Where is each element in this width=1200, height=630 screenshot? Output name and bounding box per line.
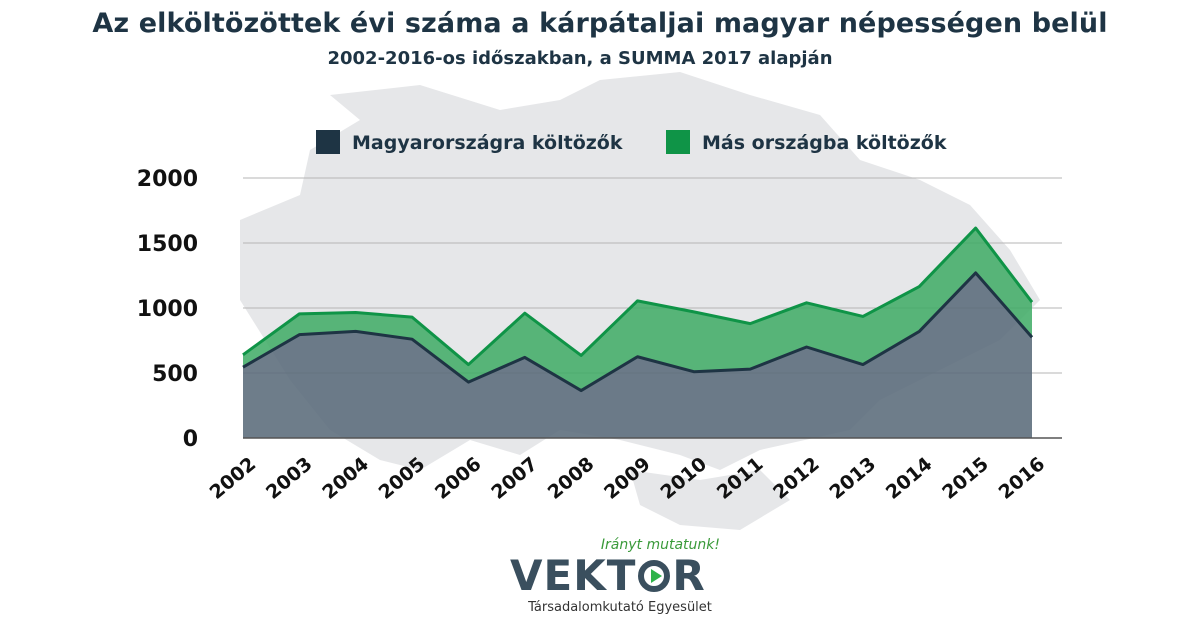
chart-title: Az elköltözöttek évi száma a kárpátaljai… (92, 8, 1108, 39)
y-tick-label: 2000 (137, 167, 198, 192)
x-tick-label: 2003 (262, 453, 317, 504)
logo-organization: Társadalomkutató Egyesület (528, 600, 712, 615)
x-tick-label: 2002 (206, 453, 261, 504)
legend-label-1: Magyarországra költözők (352, 132, 623, 154)
x-tick-label: 2007 (487, 453, 542, 504)
y-tick-label: 1500 (137, 232, 198, 257)
x-axis: 2002 2003 2004 2005 2006 2007 2008 2009 2010 2011… (206, 453, 1050, 504)
vektor-logo: VEKT R (510, 551, 706, 600)
legend: Magyarországra költözők Más országba költ… (316, 130, 947, 154)
x-tick-label: 2014 (882, 453, 937, 504)
series-line-total (242, 226, 1034, 367)
x-tick-label: 2013 (825, 453, 880, 504)
y-tick-label: 500 (152, 362, 198, 387)
series-area-mas-orszagba (243, 228, 1032, 391)
play-circle-icon (638, 560, 671, 592)
logo-word-prefix: VEKT (510, 551, 637, 600)
x-tick-label: 2004 (318, 453, 373, 504)
chart-areas (242, 226, 1062, 439)
x-tick-label: 2016 (995, 453, 1050, 504)
y-axis: 0 500 1000 1500 2000 (137, 167, 198, 452)
x-tick-label: 2008 (544, 453, 599, 504)
x-tick-label: 2015 (938, 453, 993, 504)
chart-subtitle: 2002-2016-os időszakban, a SUMMA 2017 al… (327, 48, 833, 69)
series-line-magyarorszagra (242, 271, 1034, 393)
legend-label-2: Más országba költözők (702, 132, 947, 154)
x-tick-label: 2012 (769, 453, 824, 504)
x-tick-label: 2006 (431, 453, 486, 504)
y-tick-label: 1000 (137, 297, 198, 322)
y-tick-label: 0 (183, 427, 198, 452)
series-area-magyarorszagra (243, 272, 1032, 438)
legend-swatch-1 (316, 130, 340, 154)
logo-word-suffix: R (672, 551, 706, 600)
logo-slogan: Irányt mutatunk! (600, 537, 720, 553)
legend-swatch-2 (666, 130, 690, 154)
